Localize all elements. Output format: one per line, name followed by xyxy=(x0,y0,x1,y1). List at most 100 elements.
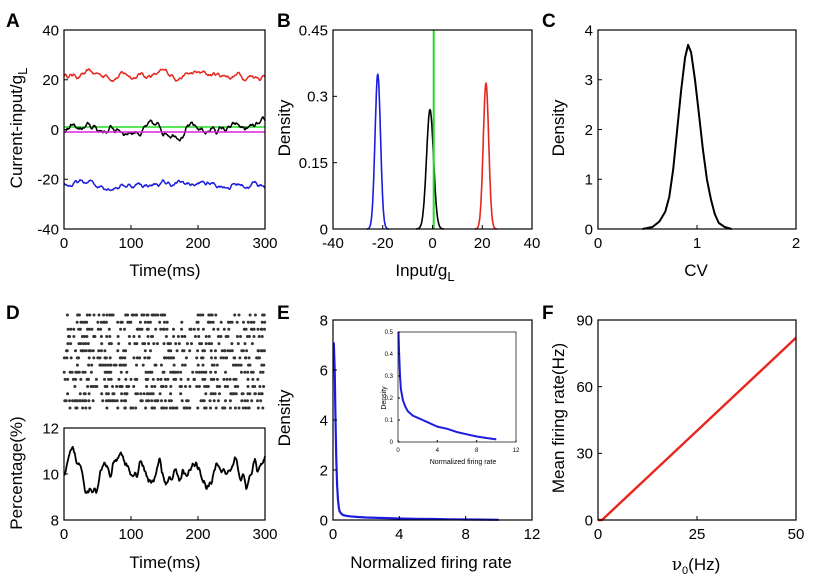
panel-d-raster-dot xyxy=(116,406,120,410)
panel-d-raster-dot xyxy=(109,363,113,367)
panel-e-plot: 0 4 8 12 0 2 4 6 8 xyxy=(320,312,541,543)
panel-d-raster-dot xyxy=(97,313,101,317)
panel-e-inset-ytick-label: 0 xyxy=(390,440,394,446)
panel-d-raster-dot xyxy=(259,399,263,403)
panel-d-raster-dot xyxy=(261,370,265,374)
panel-d-raster-dot xyxy=(144,406,148,410)
panel-d-raster-dot xyxy=(143,349,147,353)
panel-d-raster-dot xyxy=(125,392,129,396)
panel-d-raster-dot xyxy=(169,385,173,388)
panel-d-raster-dot xyxy=(207,335,211,338)
panel-d-raster-dot xyxy=(87,392,91,396)
panel-d-raster-dot xyxy=(253,392,257,396)
panel-d-raster-dot xyxy=(66,377,70,381)
panel-d-raster-dot xyxy=(69,342,73,346)
panel-b-xtick-label: 20 xyxy=(474,235,491,252)
panel-a-xtick-label: 200 xyxy=(185,235,210,252)
panel-d-raster-dot xyxy=(201,313,205,317)
panel-e-ytick-label: 2 xyxy=(320,462,328,479)
panel-d-raster-dot xyxy=(135,342,139,346)
panel-d-raster-dot xyxy=(174,342,178,346)
panel-d-raster-dot xyxy=(92,313,96,317)
panel-d-raster-dot xyxy=(167,399,171,403)
panel-d-raster-dot xyxy=(195,356,199,360)
panel-d-raster-dot xyxy=(111,385,114,388)
panel-d-raster-dot xyxy=(164,385,168,388)
panel-d-raster-dot xyxy=(185,342,189,346)
panel-c-ylabel: Density xyxy=(549,99,568,156)
panel-d-raster-dot xyxy=(123,327,126,331)
panel-d-raster-dot xyxy=(107,377,111,381)
panel-d-raster-dot xyxy=(216,335,220,338)
panel-d-raster-dot xyxy=(158,392,162,396)
panel-d-raster-dot xyxy=(179,377,183,381)
panel-d-raster-dot xyxy=(65,349,69,353)
panel-a-plot: 0 100 200 300 -40 -20 0 20 40 xyxy=(37,22,277,252)
panel-d-raster-dot xyxy=(241,349,245,353)
panel-d-raster-dot xyxy=(120,399,124,403)
panel-e-inset-plot: 0 4 8 12 0 0.1 0.2 0.3 0.4 0.5 xyxy=(385,330,520,454)
panel-b-ytick-label: 0.15 xyxy=(299,155,328,172)
panel-e-xtick-label: 12 xyxy=(524,526,541,543)
panel-d-raster-dot xyxy=(244,356,248,360)
panel-d-raster-dot xyxy=(188,406,192,410)
panel-b-xlabel: Input/gL xyxy=(395,261,454,284)
panel-d-raster-dot xyxy=(72,335,76,338)
panel-d-raster-dot xyxy=(146,327,150,331)
panel-d-raster-dot xyxy=(132,335,136,338)
panel-d-raster-dot xyxy=(246,399,249,403)
panel-d-raster-dot xyxy=(68,406,72,410)
panel-a-frame xyxy=(63,29,266,230)
panel-f-xtick-label: 25 xyxy=(689,526,706,543)
panel-d-raster-dot xyxy=(84,349,88,353)
panel-d-raster-dot xyxy=(75,399,79,403)
panel-d-raster-dot xyxy=(233,356,237,360)
panel-d-raster-dot xyxy=(151,335,154,338)
panel-c-plot: 0 1 2 0 1 2 3 4 xyxy=(585,22,801,252)
panel-d-raster-dot xyxy=(143,320,147,324)
panel-d-raster-dot xyxy=(150,370,154,374)
panel-d-raster-dot xyxy=(144,370,148,374)
panel-d-raster-dot xyxy=(81,370,85,374)
panel-d-raster-dot xyxy=(127,385,131,388)
panel-d-raster-dot xyxy=(163,377,167,381)
panel-d-raster-dot xyxy=(252,327,256,331)
panel-d-raster-dot xyxy=(161,385,165,388)
panel-d-raster-dot xyxy=(87,356,91,360)
panel-d-raster-dot xyxy=(142,313,146,317)
panel-d-raster-dot xyxy=(248,313,252,317)
panel-d-raster-dot xyxy=(68,399,72,403)
panel-d-raster-dot xyxy=(131,406,135,410)
panel-d-raster-dot xyxy=(89,349,93,353)
panel-d-ytick-label: 10 xyxy=(42,466,59,483)
panel-d-raster-dot xyxy=(111,313,115,317)
panel-d-raster-dot xyxy=(82,349,86,353)
panel-d-raster-dot xyxy=(180,327,183,331)
panel-d-raster-dot xyxy=(192,327,196,331)
panel-d-raster-dot xyxy=(234,377,238,381)
panel-d-raster-dot xyxy=(241,406,245,410)
panel-d-raster-dot xyxy=(172,327,175,331)
panel-d-raster-dot xyxy=(215,363,219,367)
panel-d-raster-dot xyxy=(242,320,245,324)
panel-e-inset-ytick-label: 0.4 xyxy=(385,352,394,358)
panel-d-raster-dot xyxy=(202,399,206,403)
panel-d-raster-dot xyxy=(134,406,138,410)
panel-d-raster-dot xyxy=(209,320,213,324)
panel-b-xlabel-sub: L xyxy=(447,269,454,284)
panel-d-xtick-label: 200 xyxy=(185,526,210,543)
panel-d-raster-dot xyxy=(230,320,234,324)
panel-d-raster-dot xyxy=(152,342,156,346)
panel-d-raster-dot xyxy=(201,327,205,331)
panel-d-ylabel: Percentage(%) xyxy=(7,416,26,529)
panel-d-raster-dot xyxy=(75,320,79,324)
panel-d-raster-dot xyxy=(223,406,227,410)
panel-d-raster-dot xyxy=(113,399,117,403)
panel-d-raster-dot xyxy=(103,363,107,367)
panel-d-raster-dot xyxy=(180,335,184,338)
panel-d-raster-dot xyxy=(189,327,193,331)
panel-d-raster-dot xyxy=(188,385,192,388)
panel-d-raster-dot xyxy=(119,370,123,374)
panel-d-raster-dot xyxy=(103,377,106,381)
panel-d-raster-dot xyxy=(96,320,100,324)
